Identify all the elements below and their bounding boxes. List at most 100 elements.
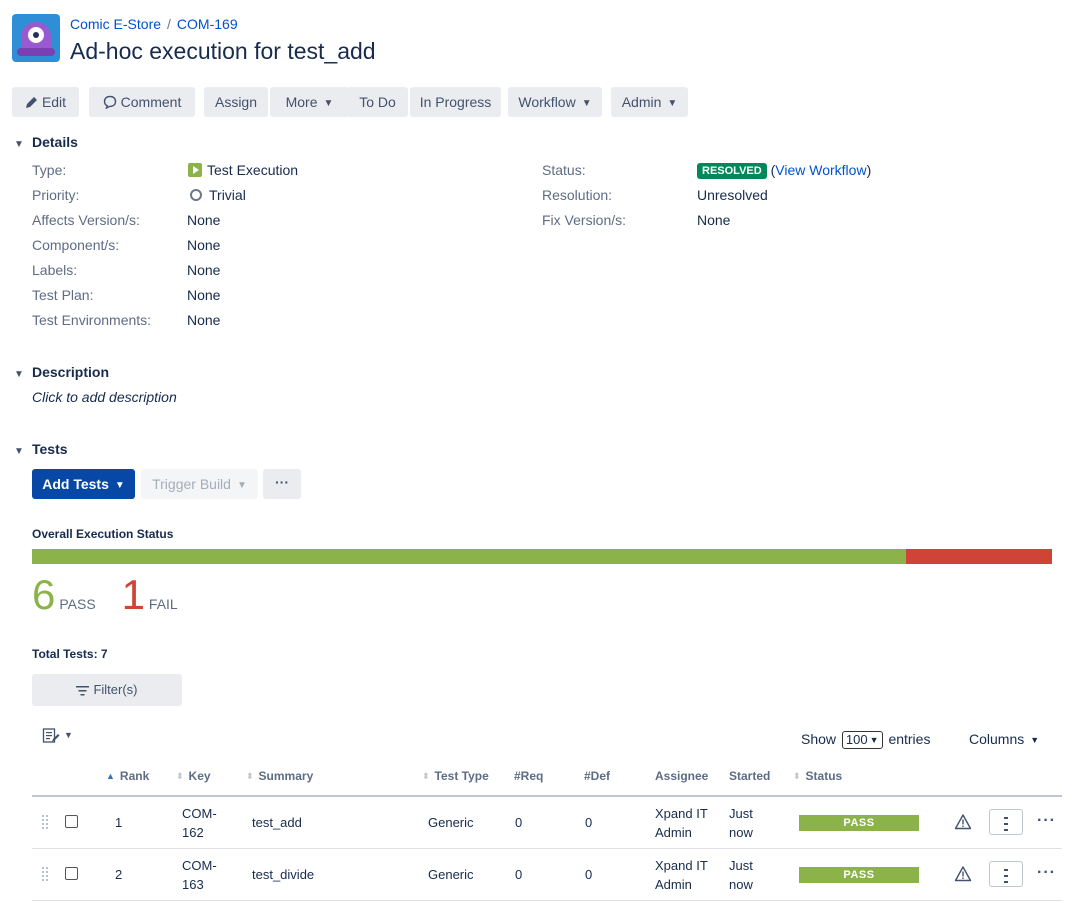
execution-progress-bar: [32, 549, 1052, 564]
add-tests-label: Add Tests: [42, 476, 109, 492]
row-rank: 2: [115, 867, 123, 882]
drag-handle-icon[interactable]: [41, 866, 49, 884]
admin-button-label: Admin: [621, 94, 662, 110]
test-plan-label: Test Plan:: [32, 287, 94, 303]
type-label: Type:: [32, 162, 67, 178]
row-divider: [32, 900, 1062, 901]
row-summary-link[interactable]: test_add: [252, 815, 302, 830]
row-actions-button[interactable]: ···: [1037, 812, 1056, 829]
chevron-down-icon: ▼: [14, 369, 24, 380]
pass-count: 6: [32, 571, 56, 618]
status-badge[interactable]: PASS: [799, 815, 919, 831]
pencil-icon: [25, 97, 37, 108]
started-column-header: Started: [729, 769, 771, 783]
affects-version-value[interactable]: None: [187, 212, 221, 228]
tests-more-button[interactable]: ···: [263, 469, 301, 499]
status-column-header[interactable]: ⬍ Status: [793, 769, 842, 783]
status-badge[interactable]: PASS: [799, 867, 919, 883]
priority-value[interactable]: Trivial: [188, 187, 246, 203]
components-value[interactable]: None: [187, 237, 221, 253]
page-title[interactable]: Ad-hoc execution for test_add: [70, 38, 376, 64]
project-avatar[interactable]: [12, 14, 60, 62]
admin-button[interactable]: Admin ▼: [611, 87, 688, 117]
row-test-type: Generic: [428, 867, 474, 882]
workflow-button-label: Workflow: [518, 94, 576, 110]
row-def: 0: [585, 815, 593, 830]
entries-select-value: 100: [845, 732, 868, 747]
assign-button[interactable]: Assign: [204, 87, 268, 117]
column-config-button[interactable]: ▼: [42, 727, 78, 747]
breadcrumb-issue-link[interactable]: COM-169: [176, 16, 238, 32]
entries-select[interactable]: 100 ▼: [841, 731, 883, 749]
type-value: Test Execution: [188, 162, 298, 178]
edit-button-label: Edit: [41, 94, 67, 110]
row-req: 0: [515, 867, 523, 882]
total-tests: Total Tests: 7: [32, 647, 108, 661]
fail-count-label: FAIL: [148, 596, 178, 612]
rank-column-header[interactable]: ▲ Rank: [106, 769, 149, 783]
test-environments-value[interactable]: None: [187, 312, 221, 328]
warning-icon[interactable]: [954, 813, 972, 831]
tests-section-toggle[interactable]: ▼ Tests: [12, 441, 68, 457]
show-entries: Show 100 ▼ entries: [801, 731, 930, 749]
test-type-column-header[interactable]: ⬍ Test Type: [422, 769, 489, 783]
row-rank: 1: [115, 815, 123, 830]
test-plan-value[interactable]: None: [187, 287, 221, 303]
table-header-divider: [32, 795, 1062, 797]
description-placeholder[interactable]: Click to add description: [32, 389, 177, 405]
row-started: Just now: [729, 806, 753, 840]
row-key-link[interactable]: COM-163: [182, 858, 217, 892]
view-workflow-link[interactable]: View Workflow: [775, 162, 867, 178]
in-progress-button[interactable]: In Progress: [410, 87, 501, 117]
workflow-button[interactable]: Workflow ▼: [508, 87, 602, 117]
summary-column-header[interactable]: ⬍ Summary: [246, 769, 313, 783]
details-section-toggle[interactable]: ▼ Details: [12, 134, 78, 150]
progress-fail-segment[interactable]: [906, 549, 1052, 564]
pass-count-label: PASS: [59, 596, 96, 612]
execution-details-button[interactable]: [989, 809, 1023, 835]
description-section-toggle[interactable]: ▼ Description: [12, 364, 109, 380]
priority-label: Priority:: [32, 187, 80, 203]
edit-button[interactable]: Edit: [12, 87, 79, 117]
breadcrumb-project-link[interactable]: Comic E-Store: [70, 16, 162, 32]
assignee-column-header: Assignee: [655, 769, 709, 783]
more-button[interactable]: More ▼: [270, 87, 349, 117]
progress-pass-segment[interactable]: [32, 549, 907, 564]
row-key-link[interactable]: COM-162: [182, 806, 217, 840]
warning-icon[interactable]: [954, 865, 972, 883]
trigger-build-button[interactable]: Trigger Build ▼: [141, 469, 258, 499]
columns-button[interactable]: Columns ▼: [969, 731, 1039, 747]
breadcrumb-separator: /: [167, 16, 171, 32]
chevron-down-icon: ▼: [236, 480, 247, 491]
key-column-header[interactable]: ⬍ Key: [176, 769, 211, 783]
row-assignee-link[interactable]: Xpand IT Admin: [655, 858, 708, 892]
add-tests-button[interactable]: Add Tests ▼: [32, 469, 135, 499]
row-assignee-link[interactable]: Xpand IT Admin: [655, 806, 708, 840]
caret-down-icon: ▼: [1030, 735, 1040, 745]
filter-button-label: Filter(s): [93, 682, 138, 697]
components-label: Component/s:: [32, 237, 120, 253]
fix-version-value[interactable]: None: [697, 212, 731, 228]
trigger-build-label: Trigger Build: [152, 476, 231, 492]
to-do-button[interactable]: To Do: [347, 87, 408, 117]
labels-value[interactable]: None: [187, 262, 221, 278]
resolution-value: Unresolved: [697, 187, 768, 203]
row-checkbox[interactable]: [65, 867, 78, 880]
chevron-down-icon: ▼: [323, 98, 334, 109]
row-started: Just now: [729, 858, 753, 892]
overall-execution-status-label: Overall Execution Status: [32, 527, 174, 541]
chevron-down-icon: ▼: [581, 98, 592, 109]
status-value: RESOLVED (View Workflow): [697, 162, 871, 179]
execution-details-button[interactable]: [989, 861, 1023, 887]
row-actions-button[interactable]: ···: [1037, 864, 1056, 881]
description-heading: Description: [32, 364, 110, 380]
issue-header: Comic E-Store / COM-169 Ad-hoc execution f…: [12, 14, 1072, 64]
drag-handle-icon[interactable]: [41, 814, 49, 832]
comment-button[interactable]: Comment: [89, 87, 195, 117]
filter-button[interactable]: Filter(s): [32, 674, 182, 706]
row-checkbox[interactable]: [65, 815, 78, 828]
entries-label: entries: [888, 731, 931, 747]
row-summary-link[interactable]: test_divide: [252, 867, 315, 882]
priority-value-text: Trivial: [209, 187, 246, 203]
test-environments-label: Test Environments:: [32, 312, 152, 328]
